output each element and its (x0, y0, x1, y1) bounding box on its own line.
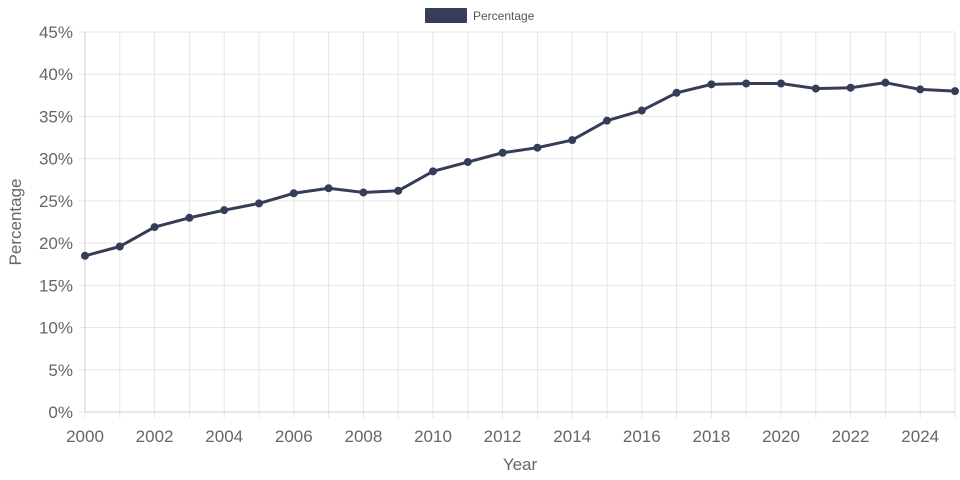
data-point[interactable] (742, 79, 751, 88)
y-tick-label: 20% (39, 234, 73, 253)
data-point[interactable] (359, 188, 368, 197)
axes (84, 32, 955, 413)
legend-swatch[interactable] (425, 8, 467, 23)
y-axis-title: Percentage (6, 179, 25, 266)
y-tick-label: 0% (48, 403, 73, 422)
data-point[interactable] (115, 242, 124, 251)
legend-label[interactable]: Percentage (473, 9, 535, 23)
x-tick-label: 2008 (344, 427, 382, 446)
data-point[interactable] (777, 79, 785, 88)
y-tick-label: 35% (39, 107, 73, 126)
y-tick-label: 5% (48, 361, 73, 380)
x-tick-label: 2004 (205, 427, 243, 446)
data-point[interactable] (463, 158, 472, 167)
x-tick-label: 2020 (762, 427, 800, 446)
x-tick-label: 2012 (484, 427, 522, 446)
data-point[interactable] (672, 88, 681, 97)
data-point[interactable] (498, 148, 507, 157)
data-point[interactable] (324, 184, 333, 193)
x-tick-label: 2018 (692, 427, 730, 446)
series-line (83, 81, 957, 258)
data-point[interactable] (150, 223, 159, 232)
x-tick-label: 2002 (136, 427, 174, 446)
data-point[interactable] (707, 80, 716, 89)
x-tick-label: 2006 (275, 427, 313, 446)
data-point[interactable] (394, 186, 403, 195)
data-point[interactable] (255, 199, 263, 208)
data-point[interactable] (603, 116, 611, 125)
x-tick-label: 2010 (414, 427, 452, 446)
data-point[interactable] (568, 136, 577, 145)
data-point[interactable] (289, 189, 298, 198)
data-point[interactable] (81, 251, 89, 260)
data-point[interactable] (916, 85, 925, 94)
x-tick-label: 2022 (832, 427, 870, 446)
y-tick-label: 25% (39, 192, 73, 211)
y-tick-label: 30% (39, 150, 73, 169)
data-point[interactable] (846, 83, 855, 92)
x-tick-label: 2014 (553, 427, 591, 446)
series-lines (83, 81, 957, 258)
legend[interactable]: Percentage (425, 8, 535, 23)
data-point[interactable] (637, 106, 646, 115)
data-point[interactable] (220, 206, 229, 215)
x-tick-label: 2016 (623, 427, 661, 446)
x-tick-label: 2024 (901, 427, 939, 446)
x-axis-title: Year (503, 455, 538, 474)
x-tick-labels: 2000 2002 2004 2006 2008 2010 2012 2014 2016 2018… (66, 427, 939, 446)
data-point[interactable] (951, 87, 959, 96)
data-point[interactable] (533, 143, 542, 152)
y-tick-label: 45% (39, 23, 73, 42)
x-tick-label: 2000 (66, 427, 104, 446)
data-point[interactable] (429, 167, 437, 176)
grid-lines (79, 31, 956, 418)
y-tick-label: 15% (39, 276, 73, 295)
y-tick-label: 10% (39, 319, 73, 338)
data-point[interactable] (185, 213, 194, 222)
data-point[interactable] (811, 84, 820, 93)
data-point[interactable] (881, 78, 890, 87)
y-tick-label: 40% (39, 65, 73, 84)
y-tick-labels: 0% 5% 10% 15% 20% 25% 30% 35% 40% 45% (39, 23, 73, 422)
data-points (81, 78, 959, 260)
